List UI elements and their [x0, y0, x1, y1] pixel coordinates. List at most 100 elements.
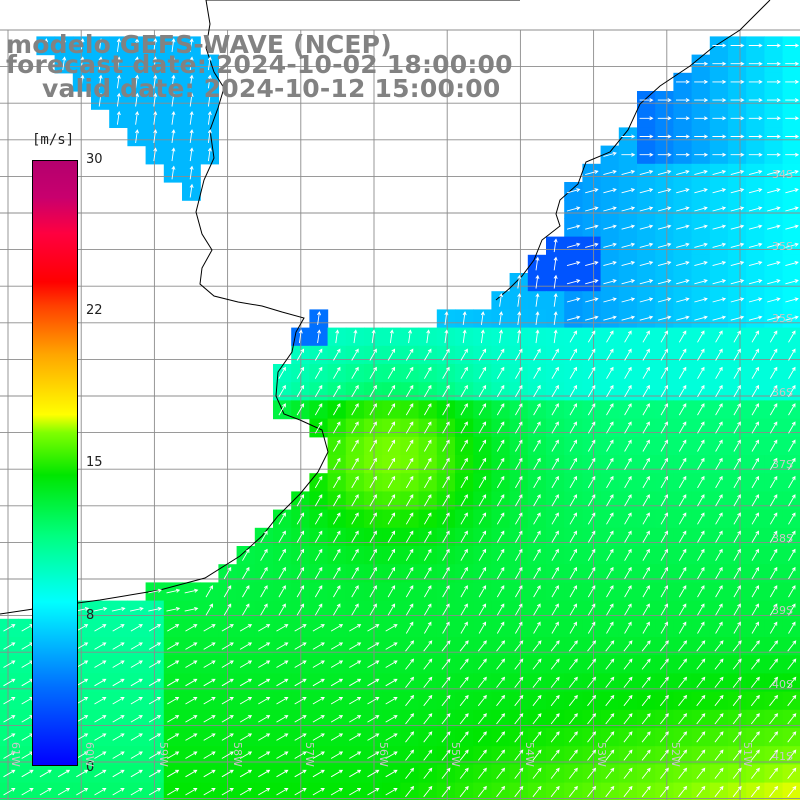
wind-arrow: [148, 715, 162, 723]
wind-arrow: [751, 384, 759, 398]
wind-arrow: [312, 788, 325, 796]
wind-arrow: [276, 624, 289, 632]
wind-arrow: [221, 788, 234, 796]
lon-label: 60W: [83, 742, 96, 767]
wind-arrow: [94, 660, 107, 668]
wind-speed-cell: [418, 600, 438, 620]
wind-arrow: [167, 697, 180, 705]
wind-arrow: [550, 640, 560, 652]
wind-arrow: [3, 788, 16, 796]
wind-speed-cell: [182, 655, 201, 674]
wind-arrow: [767, 169, 781, 176]
wind-speed-cell: [564, 364, 583, 383]
wind-arrow: [349, 715, 362, 723]
wind-speed-cell: [564, 527, 583, 547]
wind-arrow: [732, 731, 742, 743]
wind-speed-cell: [418, 473, 438, 492]
wind-arrow: [769, 457, 778, 470]
wind-arrow: [605, 640, 615, 652]
wind-arrow: [585, 206, 599, 212]
wind-speed-cell: [655, 327, 674, 347]
wind-arrow: [767, 206, 781, 212]
wind-arrow: [660, 330, 668, 343]
wind-arrow: [550, 658, 560, 670]
wind-speed-cell: [655, 509, 674, 529]
wind-arrow: [621, 224, 636, 230]
wind-arrow: [258, 788, 271, 796]
wind-arrow: [660, 475, 668, 489]
wind-speed-cell: [618, 618, 638, 638]
wind-arrow: [460, 366, 468, 379]
wind-arrow: [221, 715, 234, 723]
wind-arrow: [405, 384, 414, 398]
wind-speed-cell: [618, 455, 638, 474]
wind-speed-cell: [345, 655, 365, 674]
wind-arrow: [733, 512, 741, 525]
wind-arrow: [587, 585, 596, 598]
wind-arrow: [788, 548, 796, 561]
wind-arrow: [333, 566, 341, 580]
wind-arrow: [678, 785, 688, 798]
wind-arrow: [587, 676, 597, 688]
wind-arrow: [239, 678, 253, 687]
wind-arrow: [568, 713, 578, 725]
wind-arrow: [715, 348, 723, 361]
wind-speed-cell: [163, 618, 183, 638]
wind-arrow: [606, 603, 614, 616]
wind-arrow: [330, 715, 344, 723]
wind-arrow: [385, 624, 398, 632]
wind-arrow: [276, 678, 289, 687]
wind-arrow: [351, 348, 359, 361]
wind-arrow: [606, 384, 614, 398]
wind-arrow: [642, 603, 650, 616]
wind-arrow: [98, 92, 103, 107]
wind-arrow: [769, 330, 778, 343]
wind-speed-cell: [327, 509, 347, 529]
wind-arrow: [515, 457, 523, 470]
wind-arrow: [641, 713, 651, 725]
wind-arrow: [278, 366, 286, 379]
wind-arrow: [258, 624, 271, 632]
wind-arrow: [335, 329, 340, 344]
wind-speed-cell: [436, 491, 456, 511]
lon-label: 57W: [303, 742, 316, 767]
wind-arrow: [296, 348, 305, 361]
wind-arrow: [189, 183, 194, 198]
wind-arrow: [678, 475, 687, 489]
wind-arrow: [767, 116, 781, 121]
wind-arrow: [788, 439, 796, 452]
wind-arrow: [787, 713, 797, 725]
wind-arrow: [477, 713, 487, 725]
wind-arrow: [3, 697, 16, 705]
wind-arrow: [696, 713, 706, 725]
wind-speed-cell: [327, 382, 347, 401]
wind-arrow: [732, 785, 742, 798]
wind-arrow: [733, 530, 741, 543]
wind-arrow: [750, 749, 760, 761]
wind-speed-cell: [527, 491, 547, 511]
wind-arrow: [587, 713, 597, 725]
wind-speed-cell: [709, 473, 729, 492]
wind-arrow: [676, 169, 690, 176]
wind-arrow: [478, 603, 487, 616]
wind-speed-cell: [746, 455, 765, 474]
wind-speed-cell: [91, 746, 110, 765]
wind-arrow: [333, 457, 341, 470]
wind-arrow: [533, 512, 541, 525]
wind-arrow: [441, 731, 451, 743]
wind-arrow: [606, 439, 614, 452]
wind-arrow: [606, 512, 614, 525]
wind-arrow: [424, 421, 432, 434]
wind-arrow: [678, 548, 687, 561]
wind-arrow: [787, 767, 797, 779]
colorbar-units: [m/s]: [32, 132, 75, 148]
wind-arrow: [333, 403, 341, 416]
wind-arrow: [569, 621, 577, 634]
wind-arrow: [714, 731, 724, 743]
wind-arrow: [515, 494, 523, 507]
wind-arrow: [585, 297, 599, 303]
wind-arrow: [387, 457, 396, 470]
wind-arrow: [678, 749, 688, 761]
wind-speed-cell: [236, 655, 256, 674]
wind-speed-cell: [254, 655, 274, 674]
